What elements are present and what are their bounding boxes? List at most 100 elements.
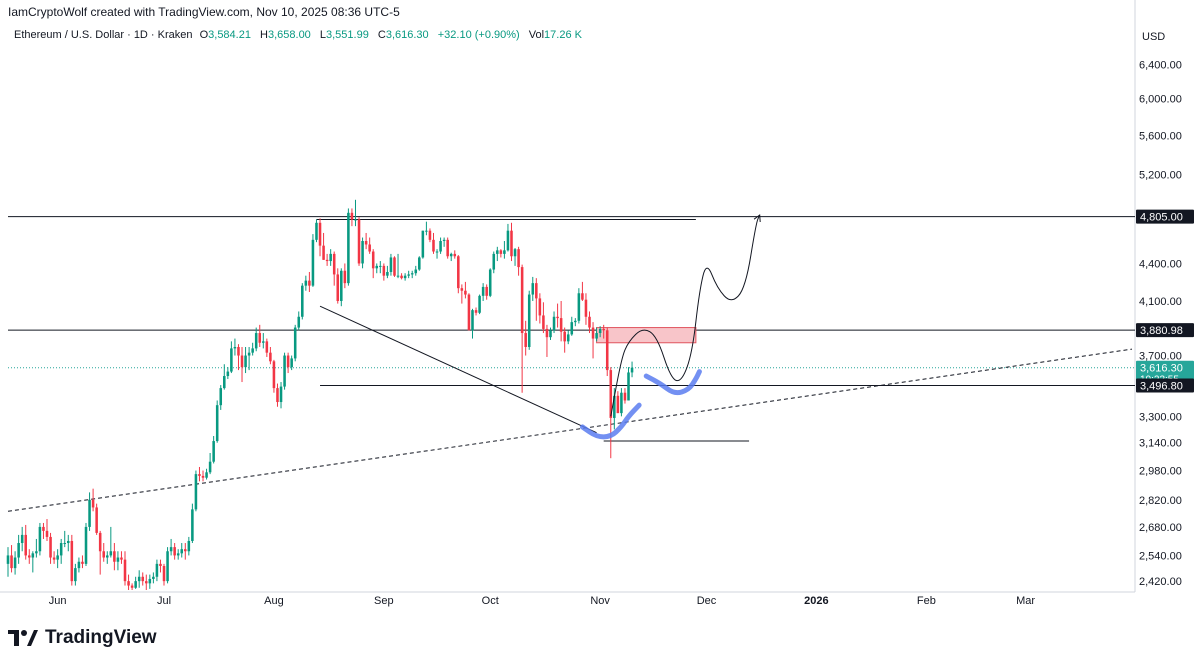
- tradingview-wordmark: TradingView: [45, 627, 157, 648]
- candle-body: [286, 355, 290, 368]
- candle: [542, 302, 545, 334]
- candle: [581, 281, 584, 301]
- candle: [400, 273, 403, 280]
- candle: [605, 327, 609, 377]
- candle: [176, 549, 180, 560]
- candle: [286, 352, 290, 374]
- candle-body: [400, 275, 403, 279]
- candle: [520, 264, 524, 393]
- price-tick-label: 2,680.00: [1139, 522, 1182, 534]
- candle: [276, 383, 279, 407]
- candle-body: [17, 543, 20, 558]
- candle-body: [457, 256, 460, 289]
- candle-body: [332, 253, 336, 275]
- dashed-trendline: [7, 348, 1133, 512]
- candle: [226, 367, 230, 380]
- candle: [499, 249, 503, 258]
- candle: [159, 559, 162, 573]
- high-label: H: [260, 29, 268, 41]
- candle: [389, 253, 393, 276]
- candle-body: [471, 310, 474, 331]
- time-tick-label: 2026: [804, 595, 828, 607]
- candle-body: [499, 250, 503, 254]
- candle-body: [106, 555, 109, 558]
- candle-body: [449, 253, 453, 257]
- candle: [205, 468, 208, 480]
- candle-body: [524, 333, 527, 347]
- candle-body: [262, 341, 265, 343]
- candle-body: [194, 474, 198, 510]
- candle-body: [322, 245, 325, 260]
- candle-body: [375, 265, 379, 269]
- candle: [63, 530, 67, 548]
- tradingview-brand[interactable]: TradingView: [8, 625, 157, 651]
- candle-body: [467, 294, 471, 331]
- candle-body: [91, 499, 95, 508]
- candle-body: [237, 346, 240, 356]
- candle-body: [198, 474, 201, 476]
- candle-body: [481, 286, 485, 296]
- candle-body: [276, 388, 279, 403]
- candle: [517, 246, 520, 276]
- candle-body: [52, 557, 56, 560]
- candle: [471, 308, 474, 339]
- candle-body: [478, 295, 481, 313]
- projection-path: [610, 214, 761, 417]
- candle: [84, 522, 88, 566]
- candle: [311, 234, 315, 287]
- candle: [283, 352, 286, 390]
- candle-body: [63, 543, 67, 545]
- candle: [393, 256, 396, 277]
- candle: [180, 543, 184, 558]
- candle-body: [109, 551, 113, 556]
- candle-body: [577, 293, 581, 321]
- candle-body: [74, 568, 77, 582]
- candle: [410, 270, 414, 279]
- candle: [535, 278, 538, 321]
- candle: [357, 217, 361, 266]
- candle: [49, 532, 52, 564]
- candle-body: [535, 283, 538, 299]
- candle-body: [570, 322, 574, 335]
- price-tick-label: 2,540.00: [1139, 550, 1182, 562]
- candle: [329, 249, 332, 266]
- candle-body: [542, 315, 545, 329]
- time-tick-label: Sep: [374, 595, 394, 607]
- candle-body: [81, 561, 84, 564]
- price-badge: 4,805.00: [1136, 209, 1194, 224]
- candle: [293, 324, 297, 362]
- candle-body: [552, 316, 556, 331]
- candle-body: [389, 257, 393, 272]
- candle: [513, 247, 517, 266]
- candle: [251, 342, 254, 356]
- candle: [566, 330, 570, 345]
- candle: [609, 367, 613, 459]
- candle-body: [591, 327, 595, 339]
- candle: [74, 563, 77, 586]
- candle-body: [148, 578, 152, 584]
- price-badge-bg: [1136, 323, 1194, 338]
- candle: [403, 273, 407, 281]
- candle-body: [545, 328, 549, 338]
- candle: [379, 261, 382, 274]
- candle: [304, 275, 308, 291]
- candle: [421, 230, 425, 259]
- volume-label: Vol: [528, 29, 545, 41]
- candle-body: [446, 239, 449, 257]
- candle: [130, 583, 134, 590]
- open-label: O: [199, 29, 209, 41]
- candle-body: [559, 318, 563, 332]
- time-tick-label: Dec: [697, 595, 717, 607]
- candle: [386, 265, 389, 279]
- candle: [116, 551, 120, 571]
- candle: [527, 290, 531, 350]
- candle-body: [549, 330, 552, 338]
- brush-stroke: [579, 402, 642, 440]
- candle: [602, 324, 605, 339]
- candle-body: [425, 230, 428, 232]
- candle-body: [244, 355, 247, 368]
- symbol-legend: Ethereum / U.S. Dollar · 1D · Kraken O3,…: [14, 29, 588, 41]
- candle: [301, 283, 304, 320]
- descending-trendline: [319, 305, 597, 434]
